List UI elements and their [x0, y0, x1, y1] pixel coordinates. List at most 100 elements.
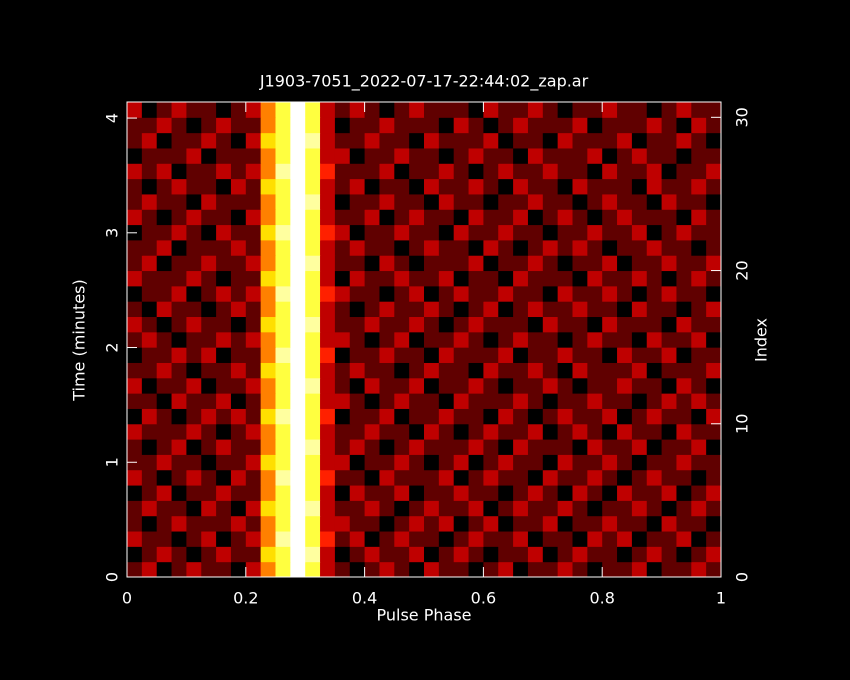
heat-cell	[572, 531, 588, 547]
heat-cell	[171, 255, 187, 272]
heat-cell	[557, 270, 573, 287]
heat-cell	[290, 500, 306, 517]
heat-cell	[631, 178, 648, 195]
heat-cell	[706, 316, 722, 333]
heat-cell	[379, 224, 395, 241]
heat-cell	[587, 178, 603, 195]
heat-cell	[186, 117, 202, 134]
heat-cell	[320, 163, 336, 180]
heat-cell	[676, 362, 692, 379]
heat-cell	[245, 423, 262, 440]
heat-cell	[646, 362, 663, 379]
heat-cell	[230, 163, 247, 180]
heat-cell	[631, 301, 648, 318]
heat-cell	[453, 316, 470, 333]
heat-cell	[245, 147, 262, 164]
heat-cell	[483, 423, 499, 440]
heat-cell	[438, 546, 455, 563]
heat-cell	[364, 178, 380, 195]
heat-cell	[587, 485, 603, 501]
heat-cell	[438, 193, 455, 210]
heat-cell	[631, 347, 648, 363]
heat-cell	[290, 316, 306, 333]
heat-cell	[498, 393, 514, 409]
heat-cell	[290, 270, 306, 287]
heat-cell	[141, 239, 158, 256]
heat-cell	[245, 408, 262, 425]
heat-cell	[156, 270, 173, 287]
heat-cell	[141, 224, 158, 241]
heat-cell	[676, 163, 692, 180]
heat-cell	[230, 239, 247, 256]
heat-cell	[305, 515, 321, 532]
heat-cell	[245, 316, 262, 333]
heat-cell	[631, 485, 648, 501]
heat-cell	[186, 377, 202, 394]
heat-cell	[527, 546, 544, 563]
heat-cell	[320, 561, 336, 578]
heat-cell	[349, 515, 366, 532]
heat-cell	[602, 377, 618, 394]
heat-cell	[349, 193, 366, 210]
heat-cell	[364, 485, 380, 501]
heat-cell	[141, 178, 158, 195]
heat-cell	[513, 485, 529, 501]
heat-cell	[527, 423, 544, 440]
y-tick-label: 4	[103, 113, 122, 123]
heat-cell	[349, 546, 366, 563]
heat-cell	[438, 224, 455, 241]
heat-cell	[379, 102, 395, 118]
heat-cell	[186, 255, 202, 272]
heat-cell	[141, 485, 158, 501]
heat-cell	[557, 393, 573, 409]
heat-cell	[483, 531, 499, 547]
heat-cell	[379, 423, 395, 440]
heat-cell	[557, 331, 573, 348]
heat-cell	[468, 347, 484, 363]
heat-cell	[127, 193, 143, 210]
heat-cell	[468, 255, 484, 272]
heat-cell	[349, 239, 366, 256]
heat-cell	[602, 224, 618, 241]
heat-cell	[171, 439, 187, 455]
heat-cell	[424, 377, 440, 394]
heat-cell	[631, 454, 648, 471]
heat-cell	[483, 515, 499, 532]
heat-cell	[409, 408, 425, 425]
heat-cell	[438, 316, 455, 333]
heat-cell	[141, 270, 158, 287]
heat-cell	[230, 132, 247, 149]
heat-cell	[156, 561, 173, 578]
heat-cell	[379, 546, 395, 563]
heat-cell	[617, 377, 633, 394]
heat-cell	[542, 515, 559, 532]
heat-cell	[334, 546, 351, 563]
heat-cell	[557, 515, 573, 532]
heat-cell	[453, 485, 470, 501]
heat-cell	[691, 193, 707, 210]
heat-cell	[646, 147, 663, 164]
heat-cell	[245, 117, 262, 134]
heat-cell	[542, 561, 559, 578]
heat-cell	[527, 285, 544, 302]
heat-cell	[631, 224, 648, 241]
heat-cell	[557, 500, 573, 517]
heat-cell	[364, 209, 380, 226]
heat-cell	[245, 469, 262, 486]
heat-cell	[216, 531, 232, 547]
heat-cell	[557, 485, 573, 501]
heat-cell	[617, 178, 633, 195]
heat-cell	[424, 102, 440, 118]
heat-cell	[334, 331, 351, 348]
heat-cell	[334, 163, 351, 180]
heat-cell	[424, 163, 440, 180]
heat-cell	[661, 393, 677, 409]
heat-cell	[498, 331, 514, 348]
heat-cell	[230, 485, 247, 501]
heat-cell	[617, 469, 633, 486]
heat-cell	[602, 393, 618, 409]
heat-cell	[527, 255, 544, 272]
heat-cell	[587, 515, 603, 532]
heat-cell	[453, 408, 470, 425]
heat-cell	[186, 362, 202, 379]
